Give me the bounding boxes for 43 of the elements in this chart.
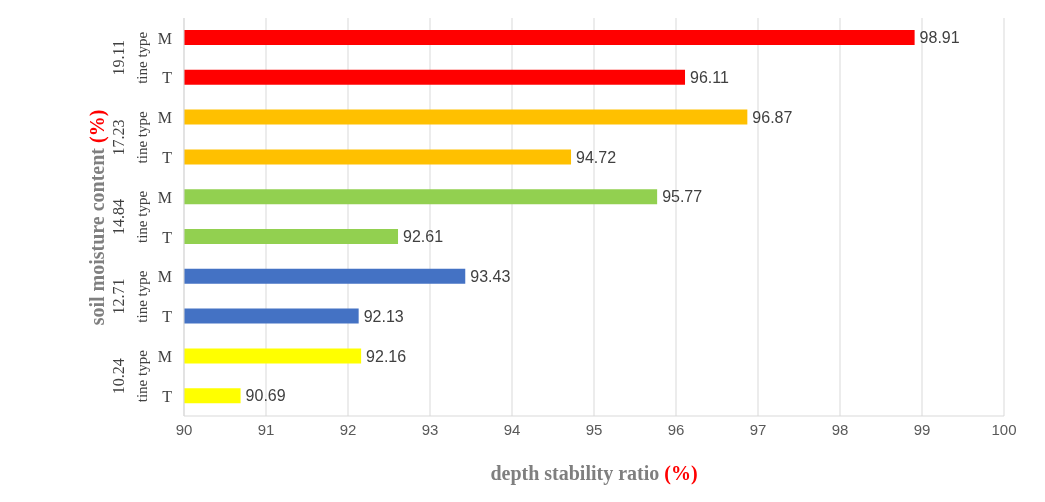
x-tick-label: 96	[667, 420, 685, 438]
text: 19.11	[109, 40, 127, 76]
text: 12.71	[109, 278, 127, 315]
data-label: 94.72	[576, 148, 617, 166]
data-label: 93.43	[470, 267, 511, 285]
data-label: 92.13	[363, 307, 404, 325]
x-tick-label: 94	[503, 420, 521, 438]
y-tick-label: M	[157, 268, 172, 286]
text: tine type	[134, 349, 151, 403]
text: 17.23	[109, 119, 127, 156]
y-tick-label: M	[157, 29, 172, 47]
y-tick-label: M	[157, 347, 172, 365]
y-axis-title: soil moisture content (%)	[86, 109, 110, 325]
text: tine type	[134, 270, 151, 323]
x-tick-label: 95	[585, 420, 603, 438]
data-label: 92.16	[366, 347, 407, 365]
x-tick-label: 90	[175, 420, 193, 438]
data-label: 96.87	[752, 108, 793, 126]
y-tick-label: T	[162, 228, 173, 246]
x-tick-label: 92	[339, 420, 357, 438]
x-tick-label: 93	[421, 420, 439, 438]
y-tick-label: T	[162, 308, 173, 326]
text: 10.24	[109, 358, 127, 395]
data-label: 98.91	[919, 29, 960, 47]
text: tine type	[134, 31, 151, 84]
x-axis-title: depth stability ratio (%)	[489, 462, 699, 485]
y-tick-label: M	[157, 188, 172, 206]
x-tick-label: 97	[749, 420, 767, 438]
y-tick-label: T	[162, 148, 173, 166]
x-tick-label: 98	[831, 420, 849, 438]
x-tick-label: 99	[913, 420, 931, 438]
text: 14.84	[109, 199, 127, 235]
data-label: 92.61	[403, 228, 444, 246]
data-label: 90.69	[245, 387, 286, 405]
y-tick-label: T	[162, 69, 173, 87]
text: tine type	[134, 111, 151, 164]
y-tick-label: T	[162, 387, 173, 405]
data-label: 96.11	[690, 68, 729, 86]
data-label: 95.77	[662, 188, 703, 206]
y-tick-label: M	[157, 109, 172, 127]
text: tine type	[134, 190, 151, 244]
x-tick-label: 100	[991, 420, 1017, 438]
x-tick-label: 91	[257, 420, 275, 438]
